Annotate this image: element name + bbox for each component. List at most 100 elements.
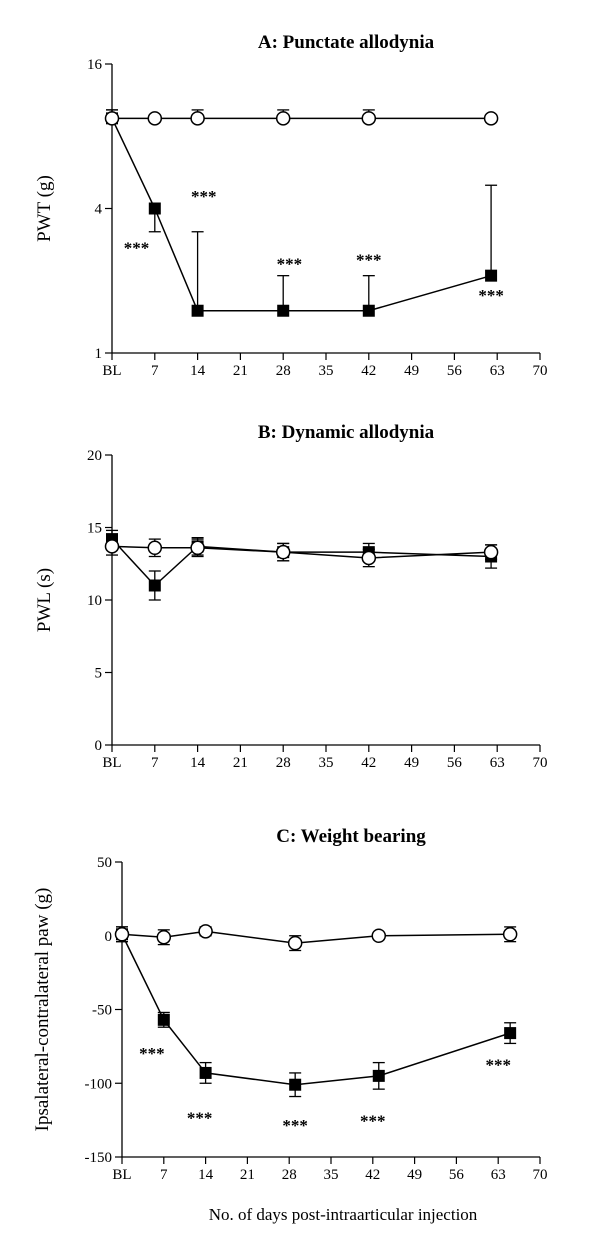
data-point-circle — [190, 540, 205, 556]
y-axis-label: PWT (g) — [34, 175, 55, 242]
x-tick-label: 56 — [447, 363, 463, 379]
y-tick-label: -50 — [92, 1003, 112, 1019]
y-axis-label: PWL (s) — [34, 568, 55, 632]
data-point-circle — [361, 550, 377, 566]
significance-label: *** — [191, 187, 217, 206]
significance-label: *** — [356, 250, 382, 269]
chart-title: A: Punctate allodynia — [258, 32, 435, 53]
y-tick-label: 50 — [97, 855, 112, 871]
chart-title: C: Weight bearing — [276, 826, 426, 847]
x-tick-label: 21 — [240, 1167, 255, 1183]
y-tick-label: 5 — [95, 666, 103, 682]
x-tick-label: 14 — [190, 755, 206, 771]
x-tick-label: 7 — [151, 363, 159, 379]
x-tick-label: 63 — [490, 363, 505, 379]
data-point-circle — [198, 924, 213, 939]
data-point-square — [148, 579, 161, 592]
x-tick-label: BL — [102, 363, 121, 379]
data-point-circle — [275, 111, 291, 126]
x-tick-label: 49 — [407, 1167, 422, 1183]
data-point-circle — [104, 111, 120, 126]
data-point-circle — [483, 544, 499, 560]
significance-label: *** — [124, 239, 150, 258]
data-point-circle — [104, 539, 120, 554]
data-point-circle — [502, 927, 518, 942]
x-tick-label: BL — [112, 1167, 131, 1183]
x-tick-label: 21 — [233, 363, 248, 379]
x-tick-label: 42 — [361, 363, 376, 379]
x-tick-label: 70 — [533, 363, 548, 379]
x-tick-label: 35 — [319, 755, 334, 771]
x-tick-label: 28 — [282, 1167, 297, 1183]
series-line-treated — [111, 538, 492, 587]
data-point-square — [191, 304, 204, 317]
data-point-square — [289, 1078, 302, 1091]
data-point-circle — [275, 544, 291, 560]
x-tick-label: 42 — [365, 1167, 380, 1183]
x-tick-label: 63 — [491, 1167, 506, 1183]
x-tick-label: 42 — [361, 755, 376, 771]
x-tick-label: 49 — [404, 363, 419, 379]
x-tick-label: 7 — [160, 1167, 168, 1183]
data-point-square — [485, 269, 498, 282]
data-point-circle — [361, 111, 377, 126]
chart-weight-bearing: C: Weight bearing -150 -100 -50 0 50 BL 7 14 21 28… — [32, 826, 548, 1183]
data-point-circle — [190, 111, 205, 126]
x-tick-label: 35 — [324, 1167, 339, 1183]
y-tick-label: 0 — [95, 738, 103, 754]
data-point-circle — [147, 111, 163, 126]
data-point-circle — [156, 929, 172, 945]
y-tick-label: 1 — [95, 346, 103, 362]
chart-title: B: Dynamic allodynia — [258, 422, 435, 443]
chart-dynamic-allodynia: B: Dynamic allodynia 0 5 10 15 20 BL 7 14 21 28 35 4… — [34, 422, 548, 771]
y-tick-label: -100 — [85, 1076, 113, 1092]
x-tick-label: 28 — [276, 363, 291, 379]
data-point-circle — [483, 111, 499, 126]
x-tick-label: 56 — [447, 755, 463, 771]
data-point-circle — [287, 935, 303, 951]
x-tick-label: 14 — [190, 363, 206, 379]
y-tick-label: 15 — [87, 521, 102, 537]
y-tick-label: 0 — [105, 929, 113, 945]
data-point-square — [362, 304, 375, 317]
y-tick-label: 10 — [87, 593, 102, 609]
x-tick-label: 56 — [449, 1167, 465, 1183]
data-point-square — [148, 202, 161, 215]
significance-label: *** — [139, 1044, 165, 1063]
data-point-circle — [114, 927, 130, 942]
x-tick-label: 35 — [319, 363, 334, 379]
x-axis-label: No. of days post-intraarticular injectio… — [209, 1205, 478, 1224]
significance-label: *** — [478, 286, 504, 305]
data-point-square — [504, 1027, 517, 1040]
data-point-square — [199, 1066, 212, 1079]
significance-label: *** — [360, 1112, 386, 1131]
x-tick-label: 70 — [533, 1167, 548, 1183]
y-axis-label: Ipsalateral-contralateral paw (g) — [32, 888, 53, 1132]
x-tick-label: 28 — [276, 755, 291, 771]
series-line-treated — [111, 118, 492, 312]
y-tick-label: 16 — [87, 57, 103, 73]
significance-label: *** — [277, 255, 303, 274]
x-tick-label: 21 — [233, 755, 248, 771]
significance-label: *** — [282, 1116, 308, 1135]
data-point-circle — [371, 928, 387, 943]
x-tick-label: 49 — [404, 755, 419, 771]
y-tick-label: 4 — [95, 202, 103, 218]
data-point-square — [157, 1013, 170, 1026]
x-tick-label: 7 — [151, 755, 159, 771]
significance-label: *** — [485, 1056, 511, 1075]
x-tick-label: 63 — [490, 755, 505, 771]
series-line-control — [121, 930, 511, 944]
y-tick-label: 20 — [87, 448, 102, 464]
significance-label: *** — [187, 1109, 213, 1128]
x-tick-label: 14 — [198, 1167, 214, 1183]
x-tick-label: 70 — [533, 755, 548, 771]
series-line-treated — [121, 933, 511, 1086]
data-point-circle — [147, 540, 163, 556]
y-tick-label: -150 — [85, 1150, 113, 1166]
data-point-square — [372, 1069, 385, 1082]
data-point-square — [277, 304, 290, 317]
x-tick-label: BL — [102, 755, 121, 771]
